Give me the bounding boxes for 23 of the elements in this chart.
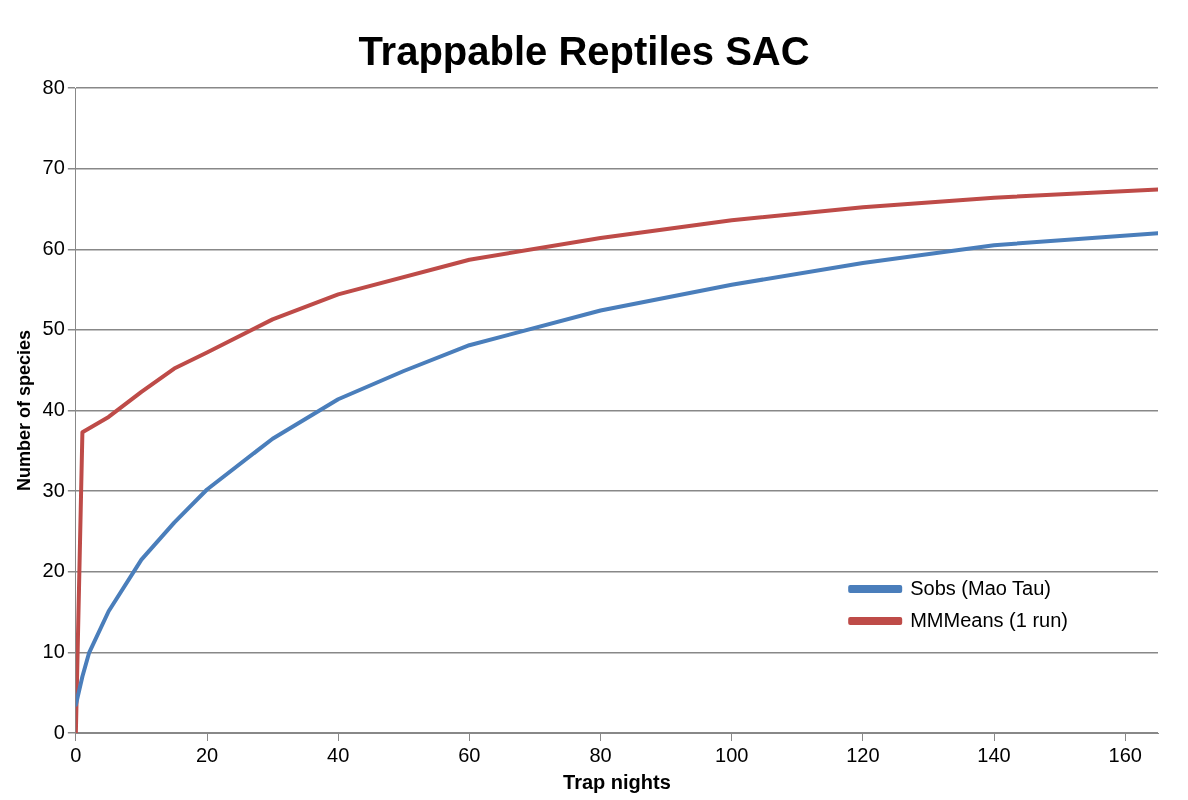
chart-title: Trappable Reptiles SAC [358, 29, 810, 74]
y-tick-label: 40 [42, 398, 65, 421]
y-tick-label: 50 [42, 317, 65, 340]
x-tick-label: 60 [458, 743, 481, 766]
y-tick-label: 60 [42, 236, 65, 259]
y-tick-label: 30 [42, 478, 65, 501]
y-tick-label: 70 [42, 156, 65, 179]
legend-label: MMMeans (1 run) [910, 608, 1068, 631]
x-tick-label: 20 [195, 743, 219, 766]
y-axis-title: Number of species [13, 329, 34, 492]
x-tick-label: 40 [327, 743, 350, 766]
x-tick-label: 160 [1108, 743, 1142, 766]
y-tick-label: 0 [53, 720, 65, 743]
y-tick-label: 80 [42, 75, 65, 98]
x-tick-label: 0 [70, 743, 82, 766]
y-tick-label: 10 [42, 639, 65, 662]
x-tick-label: 100 [715, 743, 749, 766]
x-tick-label: 120 [846, 743, 880, 766]
x-axis-title: Trap nights [563, 770, 671, 793]
x-tick-label: 140 [977, 743, 1011, 766]
x-tick-label: 80 [589, 743, 612, 766]
y-tick-label: 20 [42, 559, 65, 582]
legend-label: Sobs (Mao Tau) [910, 576, 1051, 599]
